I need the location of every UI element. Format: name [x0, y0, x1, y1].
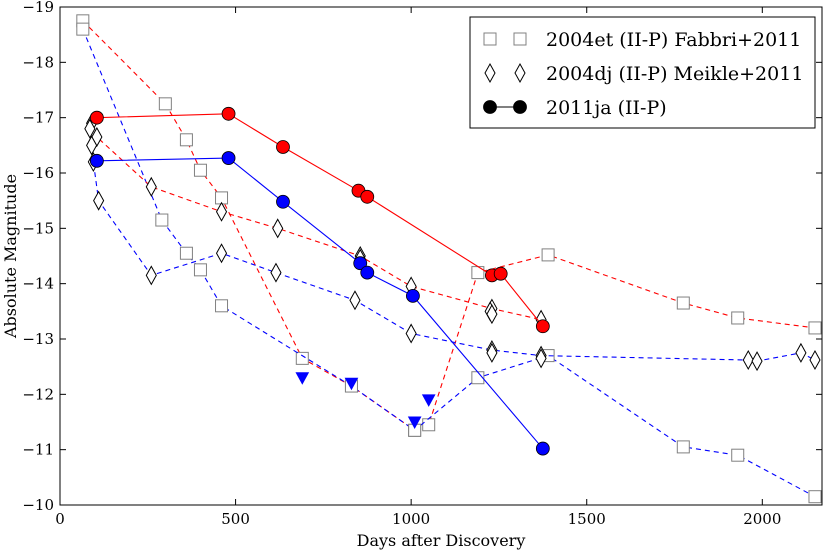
series-2004dj-blue: [86, 135, 821, 372]
data-point: [349, 290, 361, 311]
legend-marker: [514, 62, 526, 84]
data-point: [486, 304, 498, 325]
legend-marker: [513, 32, 527, 46]
legend-marker: [483, 100, 497, 114]
data-point: [421, 394, 436, 407]
data-point: [535, 319, 550, 334]
series-line: [91, 145, 816, 362]
x-tick-label: 1000: [392, 510, 430, 528]
y-tick-label: −16: [22, 164, 54, 182]
data-point: [193, 163, 207, 177]
data-point: [215, 299, 229, 313]
legend-item: 2004et (II-P) Fabbri+2011: [483, 29, 801, 51]
legend-items: 2004et (II-P) Fabbri+2011 2004dj (II-P) M…: [483, 29, 803, 119]
x-tick-label: 2000: [743, 510, 781, 528]
series-2011ja-blue: [89, 151, 550, 456]
legend-item: 2004dj (II-P) Meikle+2011: [484, 62, 803, 85]
data-point: [731, 311, 745, 325]
data-point: [158, 97, 172, 111]
data-point: [76, 22, 90, 36]
axes-layer: [59, 6, 823, 506]
data-point: [676, 296, 690, 310]
y-tick-label: −18: [22, 53, 54, 71]
data-point: [742, 349, 754, 371]
y-tick-label: −10: [22, 496, 54, 514]
data-point: [422, 418, 436, 432]
y-tick-label: −14: [22, 275, 54, 293]
legend: 2004et (II-P) Fabbri+2011 2004dj (II-P) M…: [469, 16, 816, 129]
data-point: [89, 153, 104, 168]
y-tick-label: −12: [22, 385, 54, 403]
data-point: [471, 266, 485, 280]
data-point: [407, 416, 422, 430]
x-tick-label: 500: [221, 510, 250, 528]
y-tick-label: −13: [22, 330, 54, 348]
data-point: [276, 194, 290, 209]
data-point: [535, 441, 550, 456]
data-point: [155, 213, 169, 227]
series-2004et-blue-limits: [295, 372, 436, 430]
data-point: [272, 218, 284, 239]
data-point: [145, 176, 157, 197]
data-point: [221, 151, 236, 165]
y-axis-title: Absolute Magnitude: [1, 174, 20, 339]
y-tick-label: −15: [22, 219, 54, 237]
data-point: [493, 266, 508, 281]
data-point: [93, 190, 105, 211]
data-point: [808, 490, 822, 504]
series-2004et-blue: [76, 22, 822, 504]
data-point: [270, 262, 282, 283]
series-line: [91, 123, 542, 321]
x-tick-label: 0: [55, 510, 65, 528]
data-point: [179, 246, 193, 260]
legend-box: [469, 16, 816, 129]
data-point: [145, 265, 157, 286]
data-point: [808, 321, 822, 335]
plot-frame: [59, 6, 823, 506]
series-2004dj-extra: [84, 118, 547, 369]
data-point: [215, 201, 228, 222]
legend-label: 2004dj (II-P) Meikle+2011: [546, 63, 803, 85]
data-point: [344, 377, 359, 391]
data-point: [295, 351, 309, 365]
legend-item: 2011ja (II-P): [483, 97, 667, 119]
data-point: [276, 140, 290, 154]
y-tick-label: −19: [22, 0, 54, 16]
legend-label: 2011ja (II-P): [546, 97, 667, 119]
legend-marker: [513, 100, 527, 114]
data-point: [676, 440, 690, 454]
data-point: [406, 288, 420, 303]
data-point: [86, 135, 98, 156]
series-layer: [76, 14, 822, 504]
data-point: [541, 248, 555, 262]
data-point: [360, 189, 375, 204]
legend-marker: [484, 62, 496, 84]
data-point: [221, 106, 236, 121]
data-point: [405, 323, 417, 344]
y-tick-label: −11: [22, 441, 54, 459]
data-point: [795, 342, 807, 363]
ticks-layer: 0 500 1000 1500 2000 −19 −18 −17 −16 −15 −14 −13 −12…: [22, 0, 822, 528]
data-point: [179, 133, 193, 147]
series-2011ja-red: [89, 106, 550, 334]
data-point: [89, 110, 104, 125]
data-point: [215, 243, 228, 264]
data-point: [295, 372, 310, 385]
data-point: [84, 118, 96, 139]
data-point: [360, 265, 375, 280]
data-point: [535, 348, 547, 369]
data-point: [809, 349, 821, 371]
data-point: [486, 342, 498, 363]
series-line: [96, 157, 544, 449]
y-tick-label: −17: [22, 109, 54, 127]
legend-marker: [483, 32, 497, 46]
x-axis-title: Days after Discovery: [357, 531, 526, 550]
data-point: [353, 256, 368, 271]
legend-label: 2004et (II-P) Fabbri+2011: [546, 29, 801, 51]
data-point: [751, 351, 763, 372]
data-point: [731, 448, 745, 462]
data-point: [193, 263, 207, 277]
x-tick-label: 1500: [568, 510, 606, 528]
